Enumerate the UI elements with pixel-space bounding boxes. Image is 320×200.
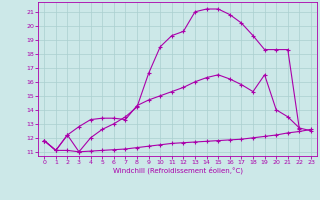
X-axis label: Windchill (Refroidissement éolien,°C): Windchill (Refroidissement éolien,°C)	[113, 167, 243, 174]
